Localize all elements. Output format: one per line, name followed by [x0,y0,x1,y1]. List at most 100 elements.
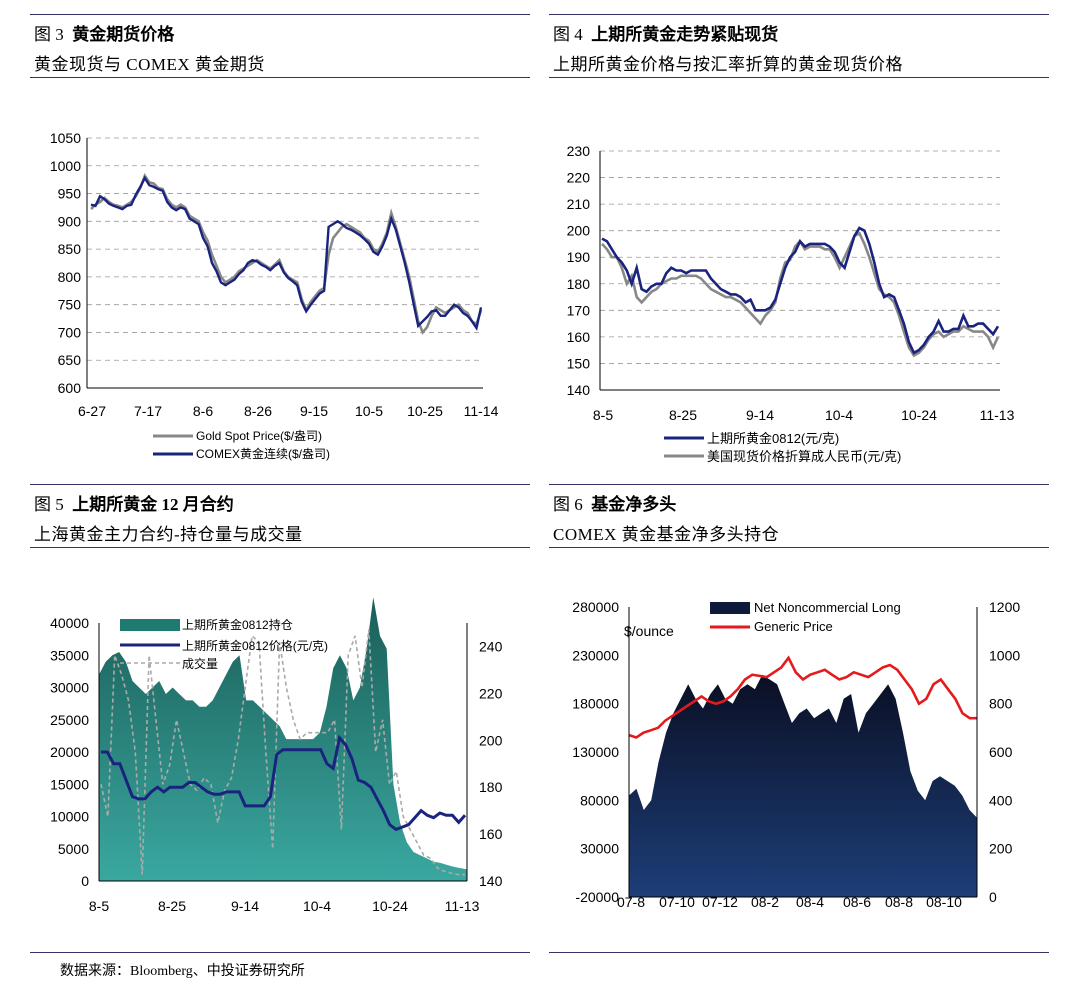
y-tick-label: 220 [567,170,591,186]
panel-3-subtitle: 上海黄金主力合约-持仓量与成交量 [34,525,303,544]
y-tick-label-right: 800 [989,696,1013,712]
y-tick-label-left: 15000 [50,776,89,792]
legend-label: Net Noncommercial Long [754,600,901,615]
header-rule-bottom [30,77,530,78]
panel-1-title: 图 3 黄金期货价格 [34,25,175,44]
source-note: 数据来源：Bloomberg、中投证券研究所 [60,964,305,979]
x-tick-label: 6-27 [78,403,106,419]
x-tick-label: 8-5 [89,898,109,914]
x-tick-label: 8-26 [244,403,272,419]
chart-comex-net-long: -20000 30000 80000 130000 180000 230000 280000… [572,599,1020,910]
open-interest-area [99,597,467,881]
legend-label: 成交量 [182,656,218,671]
x-tick-label: 08-4 [796,894,824,910]
y-tick-label-right: 240 [479,638,503,654]
x-tick-label: 9-14 [231,898,259,914]
header-rule-bottom [549,547,1049,548]
header-rule-bottom [30,547,530,548]
y-tick-label: 160 [567,329,591,345]
y-tick-label-left: 180000 [572,696,619,712]
x-tick-label: 11-13 [980,407,1015,423]
x-tick-label: 07-12 [702,894,738,910]
x-tick-label: 08-6 [843,894,871,910]
y-tick-label-left: 25000 [50,712,89,728]
legend-swatch [710,602,750,614]
x-tick-label: 8-25 [158,898,186,914]
y-tick-label-right: 220 [479,685,503,701]
y-tick-label-right: 140 [479,873,503,889]
chart-shfe-open-interest: 0 5000 10000 15000 20000 25000 30000 35000 40000… [50,597,503,914]
y-tick-label: 190 [567,249,591,265]
x-tick-label: 10-24 [372,898,408,914]
footer-rule [30,952,530,953]
legend-label: Generic Price [754,619,833,634]
panel-1-subtitle: 黄金现货与 COMEX 黄金期货 [34,55,265,74]
y-tick-label-left: 20000 [50,744,89,760]
y-tick-label: 750 [58,297,82,313]
y-tick-label-left: 5000 [58,841,89,857]
panel-4-title: 图 6 基金净多头 [553,495,677,514]
y-tick-label: 700 [58,324,82,340]
y-tick-label-right: 1000 [989,647,1020,663]
y-tick-label-left: 80000 [580,792,619,808]
y-tick-label: 800 [58,269,82,285]
y-tick-label: 600 [58,380,82,396]
chart-shfe-gold: 140 150 160 170 180 190 200 210 220 230 8-5 8-25 9-1… [567,143,1015,464]
net-long-area [629,674,977,897]
header-rule-bottom [549,77,1049,78]
x-tick-label: 8-25 [669,407,697,423]
y-tick-label-left: 35000 [50,647,89,663]
legend-label: 上期所黄金0812(元/克) [707,431,839,446]
y-tick-label: 230 [567,143,591,159]
y-tick-label-right: 400 [989,792,1013,808]
x-tick-label: 10-4 [825,407,853,423]
x-tick-label: 08-2 [751,894,779,910]
y-tick-label-left: 0 [81,873,89,889]
y-tick-label: 170 [567,302,591,318]
legend-label: Gold Spot Price($/盎司) [196,429,322,443]
legend-label: 美国现货价格折算成人民币(元/克) [707,449,901,464]
chart-gold-futures: 600 650 700 750 800 850 900 950 1000 1050 6-27 7-17… [50,130,499,461]
y-tick-label: 1000 [50,158,81,174]
x-tick-label: 10-24 [901,407,937,423]
x-tick-label: 9-15 [300,403,328,419]
x-tick-label: 10-25 [407,403,443,419]
legend-label: 上期所黄金0812持仓 [182,617,293,632]
price-line [101,734,467,832]
panel-4-subtitle: COMEX 黄金基金净多头持仓 [553,525,780,544]
y-tick-label-right: 200 [989,841,1013,857]
header-rule-top [30,14,530,15]
y-tick-label: 1050 [50,130,81,146]
y-tick-label: 850 [58,241,82,257]
y-tick-label-right: 0 [989,889,997,905]
x-tick-label: 10-4 [303,898,331,914]
footer-rule [549,952,1049,953]
y-tick-label: 180 [567,276,591,292]
generic-price-line [628,655,977,739]
x-tick-label: 8-5 [593,407,613,423]
x-tick-label: 8-6 [193,403,213,419]
series-line-0 [90,172,483,335]
header-rule-top [549,14,1049,15]
legend-label: COMEX黄金连续($/盎司) [196,446,330,461]
y-tick-label-left: 130000 [572,744,619,760]
y-tick-label-right: 180 [479,779,503,795]
y-tick-label: 900 [58,213,82,229]
x-tick-label: 9-14 [746,407,774,423]
x-tick-label: 07-8 [617,894,645,910]
y-tick-label: 200 [567,223,591,239]
y-tick-label-left: 30000 [50,680,89,696]
series-line-0 [601,226,1000,355]
y-tick-label-left: 30000 [580,841,619,857]
x-tick-label: 10-5 [355,403,383,419]
y-tick-label-right: 160 [479,826,503,842]
y-tick-label-left: 280000 [572,599,619,615]
y-tick-label-left: -20000 [575,889,619,905]
panel-3-title: 图 5 上期所黄金 12 月合约 [34,495,234,514]
x-tick-label: 07-10 [659,894,695,910]
x-tick-label: 11-13 [445,898,480,914]
y-tick-label-right: 1200 [989,599,1020,615]
y-tick-label-right: 200 [479,732,503,748]
y-tick-label-left: 10000 [50,809,89,825]
y-tick-label-left: 40000 [50,615,89,631]
